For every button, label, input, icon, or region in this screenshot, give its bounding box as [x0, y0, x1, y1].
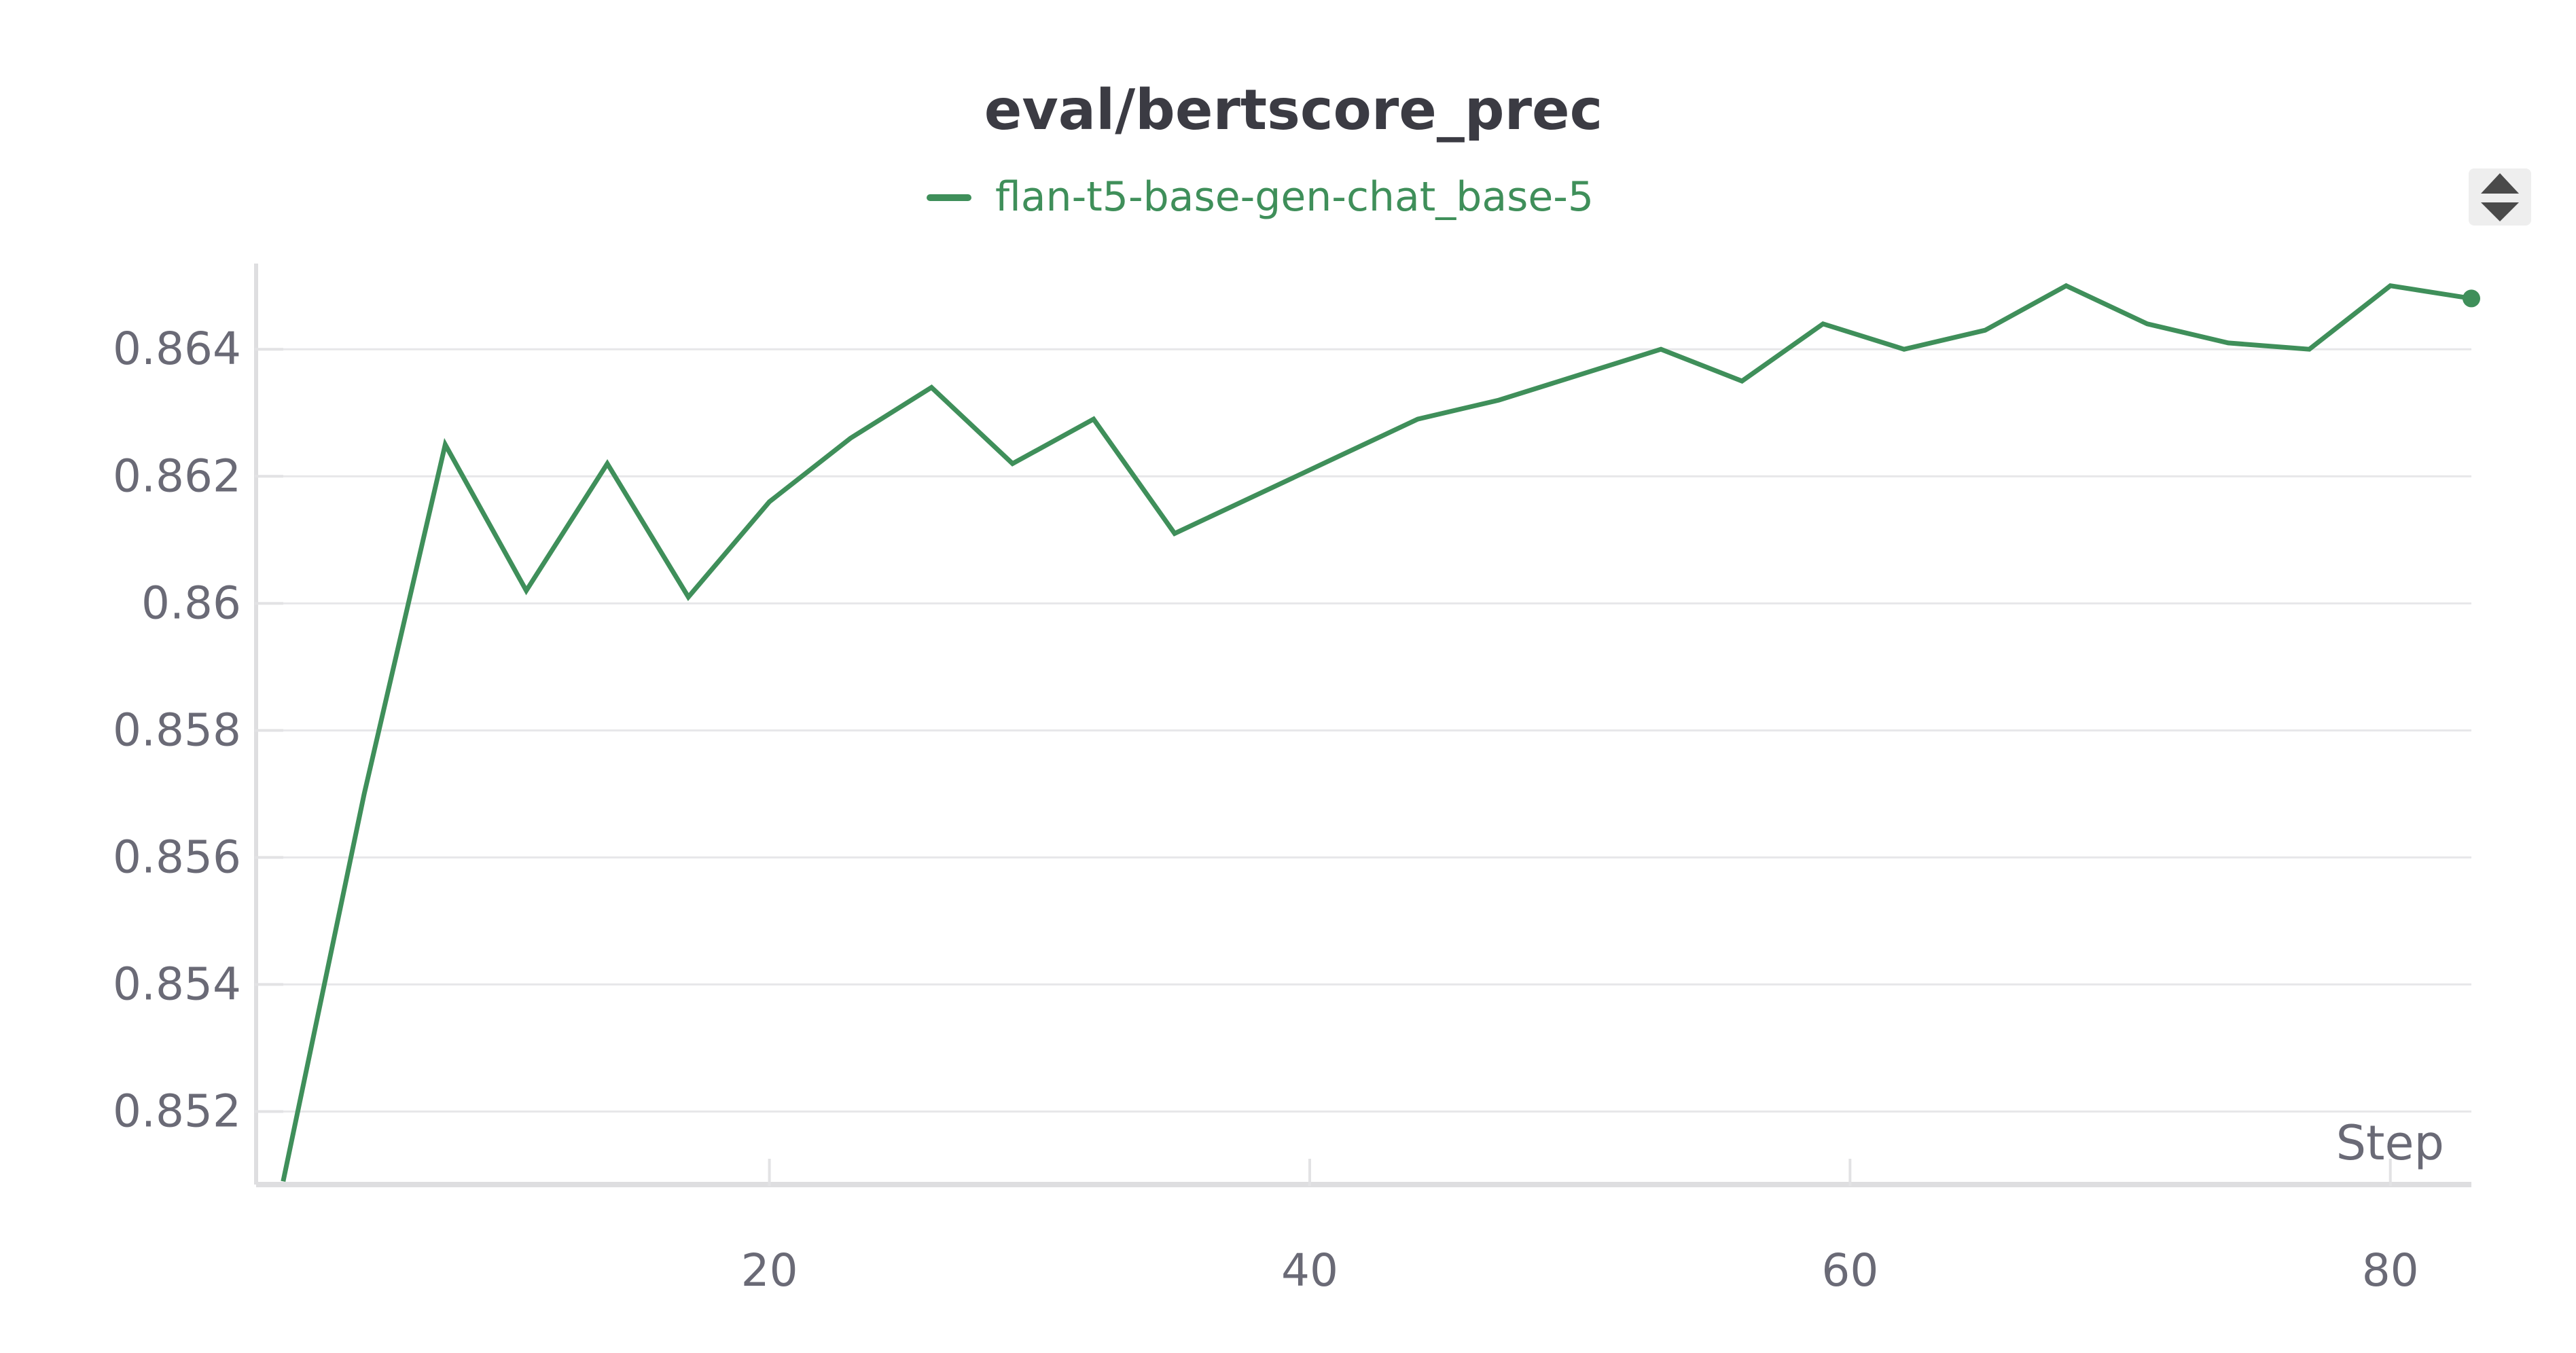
legend[interactable]: flan-t5-base-gen-chat_base-5 — [927, 173, 1594, 221]
x-tick-label: 80 — [2362, 1244, 2419, 1297]
data-point[interactable] — [2305, 345, 2313, 353]
x-axis-ticks: 20 40 60 80 — [741, 1159, 2419, 1297]
chart-title: eval/bertscore_prec — [984, 78, 1603, 143]
data-point[interactable] — [684, 593, 692, 601]
chevron-down-icon[interactable] — [2481, 202, 2519, 221]
data-point[interactable] — [441, 441, 449, 449]
x-axis-label: Step — [2336, 1115, 2444, 1171]
series-endpoint-marker[interactable] — [2463, 289, 2480, 308]
series-line[interactable] — [281, 283, 2472, 1183]
series-group — [279, 282, 2480, 1185]
chevron-up-icon[interactable] — [2481, 173, 2519, 194]
data-point[interactable] — [360, 790, 368, 798]
data-point[interactable] — [846, 434, 855, 442]
y-tick-label: 0.862 — [113, 450, 241, 502]
x-tick-label: 40 — [1281, 1244, 1338, 1297]
data-point[interactable] — [1657, 345, 1665, 353]
x-tick-label: 20 — [741, 1244, 798, 1297]
data-point[interactable] — [603, 460, 611, 468]
data-point[interactable] — [2143, 320, 2151, 328]
data-point[interactable] — [1414, 415, 1422, 423]
data-point[interactable] — [2062, 282, 2070, 290]
data-point[interactable] — [1981, 326, 1989, 334]
data-point[interactable] — [2386, 282, 2395, 290]
y-tick-label: 0.852 — [113, 1085, 241, 1137]
y-tick-label: 0.86 — [141, 577, 241, 629]
data-point[interactable] — [1819, 320, 1827, 328]
legend-scroll-background — [2469, 168, 2531, 226]
data-point[interactable] — [522, 587, 531, 595]
y-tick-label: 0.856 — [113, 831, 241, 883]
y-tick-label: 0.854 — [113, 958, 241, 1010]
data-point[interactable] — [1251, 491, 1259, 499]
data-point[interactable] — [1090, 415, 1098, 423]
legend-scroll-control[interactable] — [2469, 168, 2531, 226]
data-point[interactable] — [1738, 377, 1746, 385]
axes — [254, 264, 2471, 1187]
legend-series-label: flan-t5-base-gen-chat_base-5 — [995, 173, 1594, 221]
data-point[interactable] — [927, 383, 935, 391]
series-layer — [279, 282, 2480, 1185]
data-point[interactable] — [2224, 339, 2232, 347]
grid-lines — [256, 348, 2471, 1113]
x-tick-label: 60 — [1821, 1244, 1878, 1297]
data-point[interactable] — [1495, 396, 1503, 404]
data-point[interactable] — [1576, 371, 1584, 379]
data-point[interactable] — [1900, 345, 1908, 353]
data-point[interactable] — [279, 1177, 287, 1185]
data-point[interactable] — [1170, 529, 1179, 537]
data-point[interactable] — [766, 498, 774, 506]
y-tick-label: 0.864 — [113, 323, 241, 375]
data-point[interactable] — [1009, 460, 1017, 468]
data-point[interactable] — [1333, 453, 1341, 461]
y-tick-label: 0.858 — [113, 704, 241, 756]
y-axis-ticks: 0.852 0.854 0.856 0.858 0.86 0.862 0.864 — [113, 323, 283, 1137]
